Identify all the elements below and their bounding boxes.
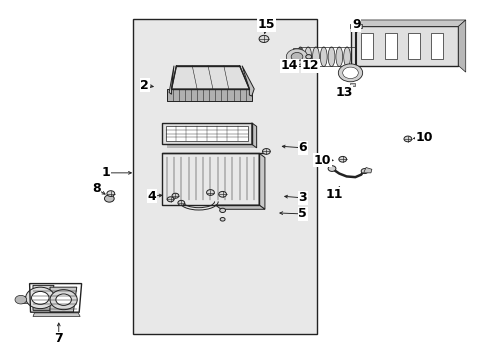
Circle shape <box>56 294 71 305</box>
Circle shape <box>31 292 49 304</box>
Ellipse shape <box>312 47 319 67</box>
Polygon shape <box>166 126 256 148</box>
Ellipse shape <box>327 47 334 67</box>
Polygon shape <box>162 153 259 205</box>
Circle shape <box>290 53 302 61</box>
Text: 13: 13 <box>335 86 352 99</box>
Text: 9: 9 <box>351 18 360 31</box>
Text: 8: 8 <box>92 183 101 195</box>
Polygon shape <box>165 126 247 141</box>
Circle shape <box>167 197 174 202</box>
Text: 14: 14 <box>280 59 297 72</box>
Polygon shape <box>50 287 77 312</box>
Text: 6: 6 <box>298 141 306 154</box>
Polygon shape <box>384 33 396 59</box>
Ellipse shape <box>335 47 342 67</box>
Circle shape <box>15 296 27 304</box>
Polygon shape <box>407 33 419 59</box>
Circle shape <box>206 190 214 195</box>
Polygon shape <box>430 33 443 59</box>
Polygon shape <box>169 66 174 94</box>
Bar <box>132 19 317 334</box>
Polygon shape <box>361 33 372 59</box>
Polygon shape <box>350 83 355 86</box>
Circle shape <box>327 166 335 171</box>
Polygon shape <box>251 123 256 148</box>
Ellipse shape <box>296 47 303 67</box>
Text: 4: 4 <box>147 190 156 203</box>
Circle shape <box>50 290 77 310</box>
Polygon shape <box>363 167 371 173</box>
Bar <box>162 153 259 205</box>
Circle shape <box>342 67 358 78</box>
Circle shape <box>107 191 115 197</box>
Ellipse shape <box>343 47 350 67</box>
Circle shape <box>259 35 268 42</box>
Polygon shape <box>33 313 80 316</box>
Polygon shape <box>215 205 264 209</box>
Text: 5: 5 <box>298 207 306 220</box>
Circle shape <box>220 217 224 221</box>
Polygon shape <box>171 66 249 89</box>
Text: 10: 10 <box>415 131 432 144</box>
Text: 1: 1 <box>102 166 110 179</box>
Circle shape <box>104 195 114 202</box>
Circle shape <box>218 192 226 197</box>
Polygon shape <box>458 20 465 72</box>
Ellipse shape <box>320 47 326 67</box>
Text: 2: 2 <box>140 79 149 92</box>
Polygon shape <box>351 26 458 66</box>
Circle shape <box>178 201 184 205</box>
Polygon shape <box>166 89 251 102</box>
Text: 10: 10 <box>313 154 330 167</box>
Circle shape <box>305 55 311 59</box>
Circle shape <box>286 49 307 64</box>
Circle shape <box>26 287 55 309</box>
Circle shape <box>338 157 346 162</box>
Polygon shape <box>350 23 362 28</box>
Circle shape <box>338 64 362 82</box>
Text: 11: 11 <box>325 188 343 201</box>
Polygon shape <box>242 66 254 96</box>
Polygon shape <box>259 153 264 209</box>
Circle shape <box>361 168 367 174</box>
Polygon shape <box>292 48 300 66</box>
Circle shape <box>403 136 411 142</box>
Circle shape <box>262 149 270 154</box>
Polygon shape <box>33 285 54 310</box>
Polygon shape <box>351 20 465 26</box>
Polygon shape <box>21 296 34 303</box>
Text: 3: 3 <box>298 192 306 204</box>
Text: 15: 15 <box>257 18 275 31</box>
Bar <box>162 123 251 144</box>
Polygon shape <box>162 123 251 144</box>
Text: 7: 7 <box>54 333 63 346</box>
Ellipse shape <box>304 47 311 67</box>
Text: 12: 12 <box>301 59 318 72</box>
Circle shape <box>219 208 225 212</box>
Circle shape <box>172 193 179 198</box>
